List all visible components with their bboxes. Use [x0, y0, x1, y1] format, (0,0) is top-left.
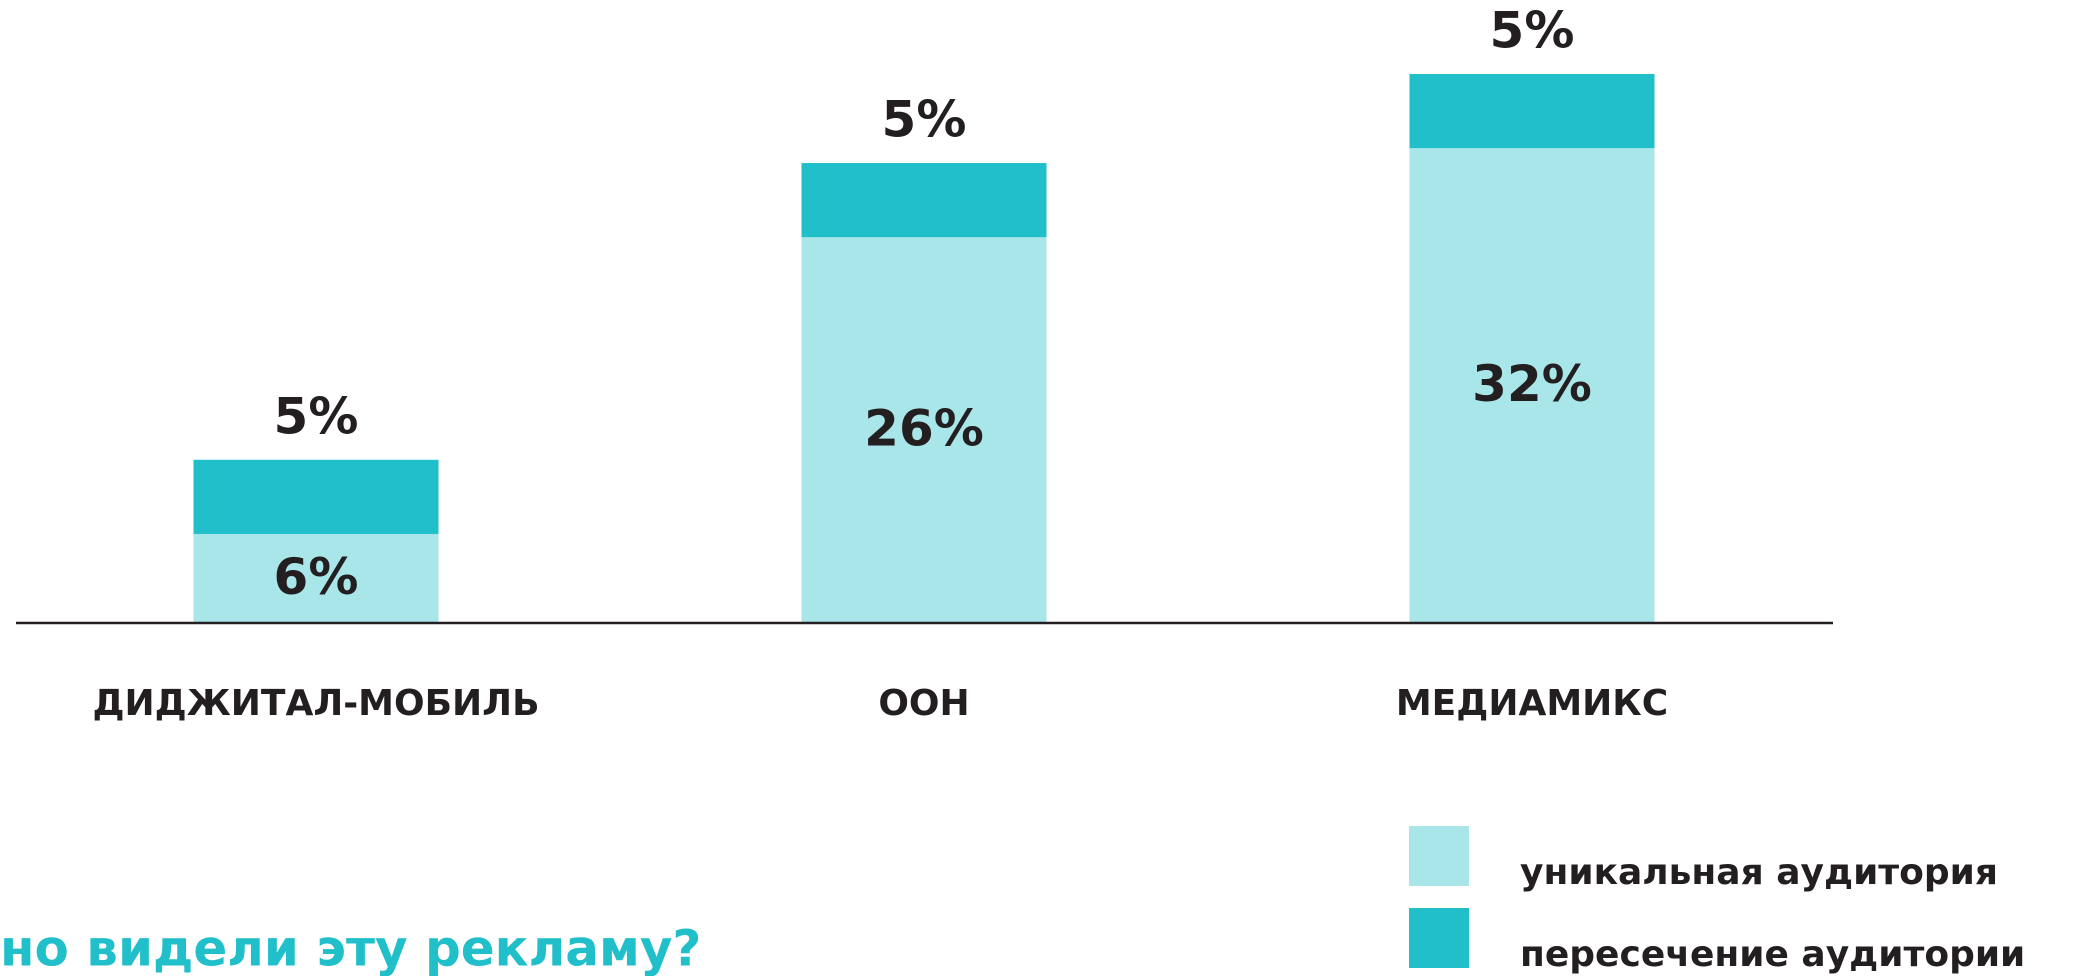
value-label: 32% — [1472, 355, 1592, 413]
x-tick-label: ДИДЖИТАЛ-МОБИЛЬ — [92, 683, 539, 724]
x-tick-label: МЕДИАМИКС — [1396, 683, 1668, 724]
bar-segment — [193, 533, 439, 623]
legend-label: пересечение аудитории — [1520, 934, 2025, 975]
x-tick-label: OOH — [878, 683, 969, 724]
value-label: 5% — [274, 387, 359, 445]
legend-swatch — [1409, 908, 1469, 968]
bar-segment — [193, 459, 439, 534]
bar-segment — [1409, 148, 1655, 623]
value-label: 5% — [1490, 2, 1575, 60]
bar-segment — [801, 163, 1047, 238]
value-label: 26% — [864, 400, 984, 458]
bar-segment — [801, 237, 1047, 623]
legend-swatch — [1409, 826, 1469, 886]
value-label: 5% — [882, 91, 967, 149]
value-label: 6% — [274, 548, 359, 606]
bar-segment — [1409, 74, 1655, 149]
chart-title: но видели эту рекламу? — [0, 920, 701, 976]
legend-label: уникальная аудитория — [1520, 852, 1998, 893]
